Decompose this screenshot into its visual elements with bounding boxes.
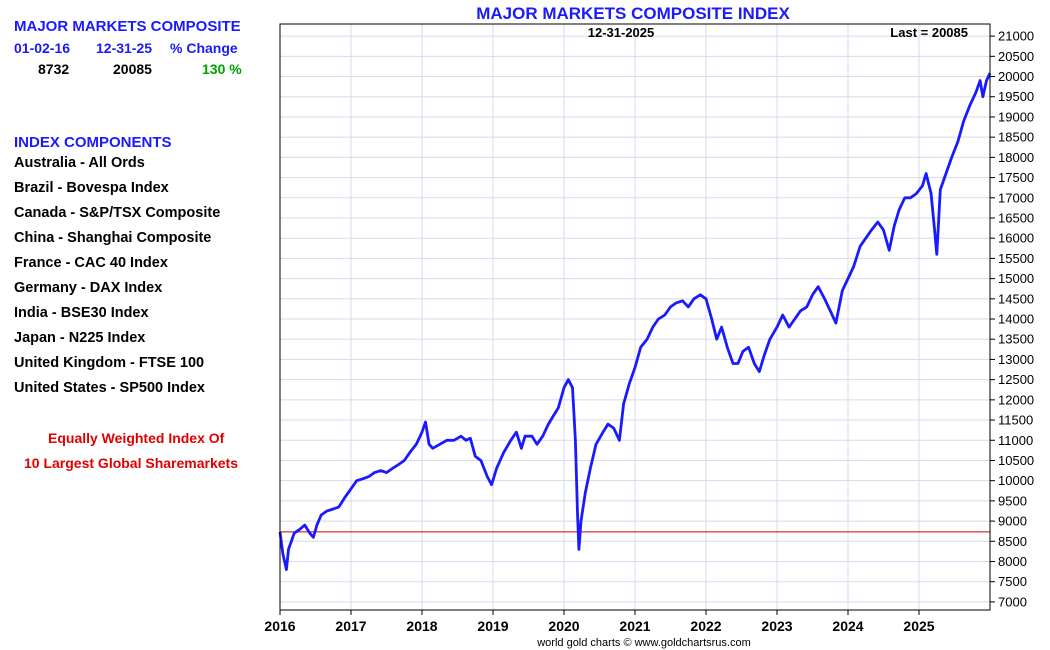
x-tick-label: 2024	[832, 618, 863, 634]
y-tick-label: 18000	[998, 150, 1034, 165]
change-value: 130 %	[202, 61, 242, 77]
y-tick-label: 9500	[998, 493, 1027, 508]
component-item: United Kingdom - FTSE 100	[14, 355, 205, 371]
note-line-1: Equally Weighted Index Of	[48, 430, 225, 446]
component-item: Brazil - Bovespa Index	[14, 180, 169, 196]
y-tick-label: 13000	[998, 352, 1034, 367]
y-tick-label: 10500	[998, 453, 1034, 468]
x-tick-label: 2025	[903, 618, 934, 634]
y-tick-label: 11500	[998, 413, 1033, 428]
x-tick-label: 2016	[264, 618, 295, 634]
x-tick-label: 2018	[406, 618, 437, 634]
y-tick-label: 19500	[998, 89, 1034, 104]
end-date-header: 12-31-25	[96, 40, 153, 56]
x-axis: 2016 2017 2018 2019 2020 2021 2022 2023 2024 2025	[264, 610, 935, 634]
y-axis: 7000 7500 8000 8500 9000 9500 10000 10500 11000 1…	[990, 29, 1034, 609]
component-item: China - Shanghai Composite	[14, 230, 212, 246]
y-tick-label: 8000	[998, 554, 1027, 569]
x-tick-label: 2023	[761, 618, 792, 634]
y-tick-label: 7500	[998, 574, 1027, 589]
composite-title: MAJOR MARKETS COMPOSITE	[14, 18, 241, 35]
y-tick-label: 8500	[998, 534, 1027, 549]
components-title: INDEX COMPONENTS	[14, 134, 172, 151]
y-tick-label: 9000	[998, 514, 1027, 529]
grid	[279, 24, 990, 610]
y-tick-label: 14000	[998, 312, 1034, 327]
y-tick-label: 13500	[998, 332, 1034, 347]
change-header: % Change	[170, 40, 238, 56]
y-tick-label: 11000	[998, 433, 1033, 448]
y-tick-label: 20500	[998, 49, 1034, 64]
y-tick-label: 10000	[998, 473, 1034, 488]
note-line-2: 10 Largest Global Sharemarkets	[24, 455, 238, 471]
component-item: France - CAC 40 Index	[14, 255, 168, 271]
component-item: Australia - All Ords	[14, 155, 145, 171]
y-tick-label: 16000	[998, 231, 1034, 246]
component-item: Canada - S&P/TSX Composite	[14, 205, 221, 221]
chart-date: 12-31-2025	[588, 25, 655, 40]
x-tick-label: 2020	[548, 618, 579, 634]
y-tick-label: 17000	[998, 190, 1034, 205]
y-tick-label: 7000	[998, 594, 1027, 609]
credit-text: world gold charts © www.goldchartsrus.co…	[536, 637, 751, 649]
y-tick-label: 14500	[998, 291, 1034, 306]
y-tick-label: 19000	[998, 109, 1034, 124]
y-tick-label: 17500	[998, 170, 1034, 185]
y-tick-label: 12500	[998, 372, 1034, 387]
y-tick-label: 20000	[998, 69, 1034, 84]
component-item: Japan - N225 Index	[14, 330, 146, 346]
x-tick-label: 2019	[477, 618, 508, 634]
y-tick-label: 18500	[998, 130, 1034, 145]
end-value: 20085	[113, 61, 152, 77]
component-item: India - BSE30 Index	[14, 305, 149, 321]
y-tick-label: 15500	[998, 251, 1034, 266]
y-tick-label: 15000	[998, 271, 1034, 286]
component-item: Germany - DAX Index	[14, 280, 163, 296]
x-tick-label: 2022	[690, 618, 721, 634]
y-tick-label: 16500	[998, 210, 1034, 225]
chart-title: MAJOR MARKETS COMPOSITE INDEX	[476, 4, 790, 23]
component-item: United States - SP500 Index	[14, 380, 205, 396]
series-line-composite	[278, 72, 992, 571]
start-date-header: 01-02-16	[14, 40, 71, 56]
y-tick-label: 21000	[998, 29, 1034, 44]
last-value-label: Last = 20085	[890, 25, 968, 40]
start-value: 8732	[38, 61, 70, 77]
x-tick-label: 2021	[619, 618, 650, 634]
y-tick-label: 12000	[998, 392, 1034, 407]
x-tick-label: 2017	[335, 618, 366, 634]
